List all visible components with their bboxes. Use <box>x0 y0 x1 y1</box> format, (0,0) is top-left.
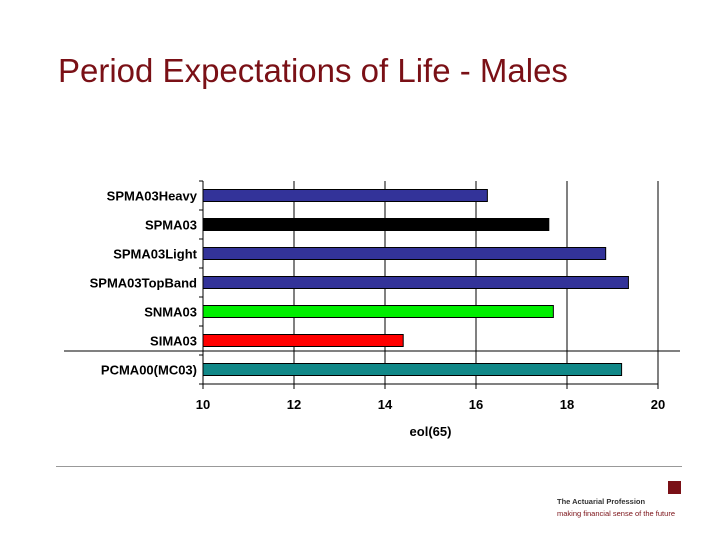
category-label: SPMA03Heavy <box>107 189 198 204</box>
logo-organisation-name: The Actuarial Profession <box>557 497 646 506</box>
x-axis-title: eol(65) <box>410 424 452 439</box>
x-tick-label: 20 <box>651 397 665 412</box>
life-expectancy-bar-chart: SPMA03Heavy SPMA03 SPMA03Light SPMA03TopBan… <box>64 180 680 439</box>
category-label: SNMA03 <box>144 305 197 320</box>
bar-sima03 <box>202 334 404 347</box>
bar-snma03 <box>202 305 554 318</box>
logo-tagline: making financial sense of the future <box>557 509 675 518</box>
bar-pcma00-mc03- <box>202 363 623 376</box>
category-label: SPMA03Light <box>113 247 197 262</box>
x-tick-label: 18 <box>560 397 574 412</box>
bar-spma03light <box>202 247 607 260</box>
slide-title: Period Expectations of Life - Males <box>58 52 568 89</box>
bar-spma03 <box>202 218 550 231</box>
category-label: SIMA03 <box>150 334 197 349</box>
category-label: SPMA03 <box>145 218 197 233</box>
actuarial-profession-logo-icon <box>668 481 681 494</box>
x-tick-label: 12 <box>287 397 301 412</box>
x-tick-label: 14 <box>378 397 393 412</box>
x-tick-label: 16 <box>469 397 483 412</box>
x-tick-label: 10 <box>196 397 210 412</box>
category-label: PCMA00(MC03) <box>101 363 197 378</box>
bar-spma03heavy <box>202 189 488 202</box>
category-label: SPMA03TopBand <box>90 276 197 291</box>
bar-spma03topband <box>202 276 629 289</box>
footer-divider <box>56 466 682 467</box>
